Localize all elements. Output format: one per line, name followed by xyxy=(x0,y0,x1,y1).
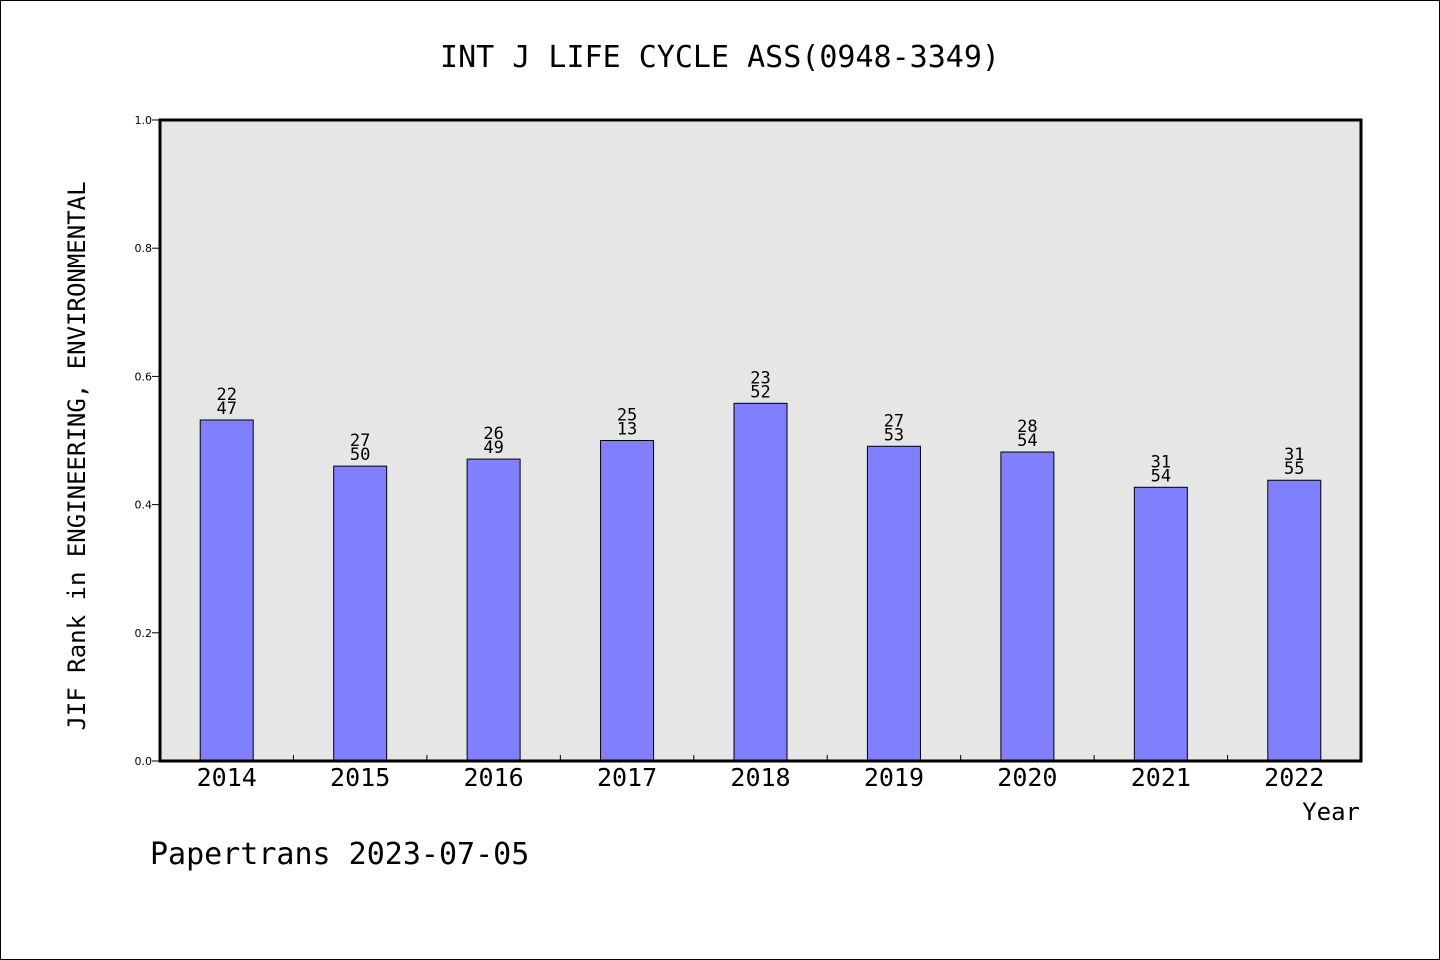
chart-title: INT J LIFE CYCLE ASS(0948-3349) xyxy=(440,40,1000,75)
bar-label-total: 54 xyxy=(1151,466,1171,486)
x-axis-tick-labels: 2014 2015 2016 2017 2018 2019 2020 2021 2022 xyxy=(197,763,1325,792)
y-tick-label: 1.0 xyxy=(135,114,153,127)
bar-2019 xyxy=(866,445,921,762)
bar-label-total: 50 xyxy=(350,445,370,465)
x-tick-label: 2014 xyxy=(197,763,257,792)
bar-label-rank: 28 xyxy=(1017,417,1037,437)
bar-label-total: 52 xyxy=(750,382,770,402)
bar-2018 xyxy=(733,402,788,762)
bar-2022 xyxy=(1267,479,1322,762)
bar-label-total: 55 xyxy=(1284,459,1304,479)
bars xyxy=(199,402,1322,762)
bar-label-rank: 23 xyxy=(750,368,770,388)
bar-label-total: 49 xyxy=(483,438,503,458)
x-tick-label: 2019 xyxy=(864,763,924,792)
bar-2021 xyxy=(1133,486,1188,762)
bar-label-total: 47 xyxy=(216,399,236,419)
bar-label-total: 13 xyxy=(617,420,637,440)
bar-2016 xyxy=(466,458,521,762)
y-tick-label: 0.8 xyxy=(135,242,153,255)
bar-label-rank: 26 xyxy=(483,424,503,444)
x-tick-label: 2015 xyxy=(330,763,390,792)
bar-2015 xyxy=(333,465,388,762)
x-axis-label: Year xyxy=(1302,798,1360,826)
bar-label-rank: 22 xyxy=(216,385,236,405)
y-axis-label: JIF Rank in ENGINEERING, ENVIRONMENTAL xyxy=(63,181,91,730)
bar-2017 xyxy=(600,440,655,762)
y-tick-label: 0.6 xyxy=(135,370,153,383)
bar-label-rank: 27 xyxy=(350,431,370,451)
y-tick-label: 0.2 xyxy=(135,627,153,640)
bar-2014 xyxy=(199,419,254,762)
x-tick-label: 2018 xyxy=(730,763,790,792)
y-tick-label: 0.4 xyxy=(135,499,153,512)
x-tick-label: 2016 xyxy=(464,763,524,792)
bar-label-total: 54 xyxy=(1017,431,1037,451)
bar-2020 xyxy=(1000,451,1055,762)
footer-credit: Papertrans 2023-07-05 xyxy=(150,837,529,872)
x-tick-label: 2020 xyxy=(997,763,1057,792)
bar-label-rank: 25 xyxy=(617,406,637,426)
y-axis-ticks: 0.0 0.2 0.4 0.6 0.8 1.0 xyxy=(135,114,160,768)
bar-label-rank: 31 xyxy=(1284,445,1304,465)
x-tick-label: 2021 xyxy=(1131,763,1191,792)
bar-label-total: 53 xyxy=(884,425,904,445)
y-tick-label: 0.0 xyxy=(135,755,153,768)
plot-border xyxy=(158,118,1363,763)
bar-label-rank: 27 xyxy=(884,411,904,431)
x-tick-label: 2022 xyxy=(1264,763,1324,792)
bar-label-rank: 31 xyxy=(1151,452,1171,472)
x-tick-label: 2017 xyxy=(597,763,657,792)
